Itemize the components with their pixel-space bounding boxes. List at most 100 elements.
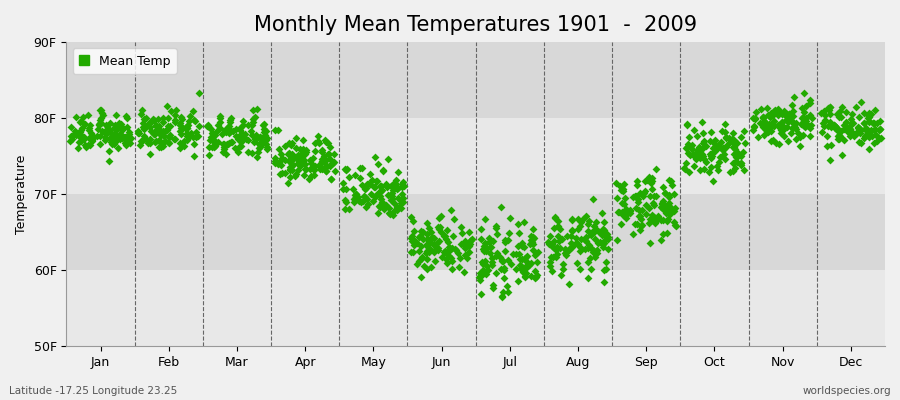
Point — [857, 119, 871, 126]
Point — [600, 246, 615, 252]
Point — [725, 144, 740, 151]
Point — [360, 201, 374, 208]
Point — [725, 168, 740, 174]
Point — [419, 242, 434, 248]
Point — [223, 119, 238, 125]
Point — [339, 167, 354, 174]
Text: Latitude -17.25 Longitude 23.25: Latitude -17.25 Longitude 23.25 — [9, 386, 177, 396]
Point — [160, 103, 175, 109]
Point — [665, 182, 680, 188]
Point — [315, 146, 329, 153]
Point — [347, 171, 362, 178]
Point — [789, 126, 804, 132]
Point — [785, 102, 799, 108]
Point — [86, 132, 100, 139]
Point — [843, 133, 858, 139]
Point — [517, 243, 531, 250]
Point — [436, 233, 451, 240]
Point — [823, 104, 837, 110]
Point — [142, 151, 157, 158]
Point — [707, 140, 722, 146]
Point — [395, 191, 410, 197]
Point — [793, 143, 807, 149]
Point — [118, 136, 132, 142]
Point — [564, 216, 579, 223]
Point — [702, 169, 716, 175]
Point — [490, 231, 504, 237]
Point — [184, 130, 198, 136]
Point — [163, 132, 177, 139]
Point — [293, 146, 308, 152]
Point — [189, 134, 203, 140]
Point — [229, 133, 243, 140]
Point — [727, 146, 742, 152]
Point — [609, 237, 624, 243]
Point — [797, 90, 812, 96]
Point — [715, 128, 729, 135]
Point — [529, 259, 544, 265]
Point — [439, 250, 454, 256]
Point — [221, 127, 236, 133]
Point — [476, 248, 491, 254]
Point — [417, 263, 431, 269]
Point — [704, 129, 718, 135]
Point — [281, 180, 295, 186]
Point — [873, 117, 887, 124]
Point — [864, 126, 878, 133]
Point — [590, 250, 604, 256]
Point — [564, 233, 579, 240]
Point — [187, 118, 202, 124]
Point — [180, 125, 194, 131]
Point — [621, 210, 635, 216]
Point — [696, 144, 710, 151]
Point — [656, 230, 670, 237]
Point — [298, 151, 312, 157]
Point — [478, 216, 492, 222]
Point — [587, 229, 601, 235]
Point — [318, 137, 332, 144]
Point — [328, 168, 342, 174]
Point — [695, 150, 709, 157]
Point — [353, 165, 367, 171]
Point — [870, 119, 885, 126]
Point — [664, 205, 679, 212]
Point — [288, 144, 302, 151]
Point — [822, 107, 836, 113]
Point — [258, 128, 273, 134]
Point — [385, 196, 400, 202]
Point — [271, 161, 285, 168]
Point — [757, 132, 771, 138]
Point — [317, 153, 331, 160]
Point — [711, 144, 725, 150]
Point — [779, 124, 794, 130]
Point — [361, 181, 375, 188]
Point — [267, 160, 282, 166]
Point — [236, 130, 250, 137]
Point — [458, 252, 473, 258]
Point — [364, 177, 379, 183]
Point — [131, 128, 146, 134]
Point — [797, 118, 812, 124]
Point — [776, 110, 790, 117]
Point — [857, 110, 871, 116]
Point — [654, 204, 669, 210]
Point — [752, 120, 767, 126]
Point — [677, 165, 691, 171]
Point — [111, 122, 125, 129]
Point — [173, 122, 187, 128]
Point — [831, 133, 845, 140]
Point — [444, 245, 458, 251]
Point — [359, 180, 374, 187]
Bar — [67, 42, 885, 118]
Point — [130, 130, 145, 136]
Point — [646, 200, 661, 206]
Point — [681, 169, 696, 175]
Point — [788, 136, 803, 142]
Point — [861, 112, 876, 118]
Point — [254, 142, 268, 148]
Point — [135, 120, 149, 126]
Point — [711, 140, 725, 147]
Point — [413, 232, 428, 239]
Point — [654, 217, 669, 223]
Point — [423, 247, 437, 254]
